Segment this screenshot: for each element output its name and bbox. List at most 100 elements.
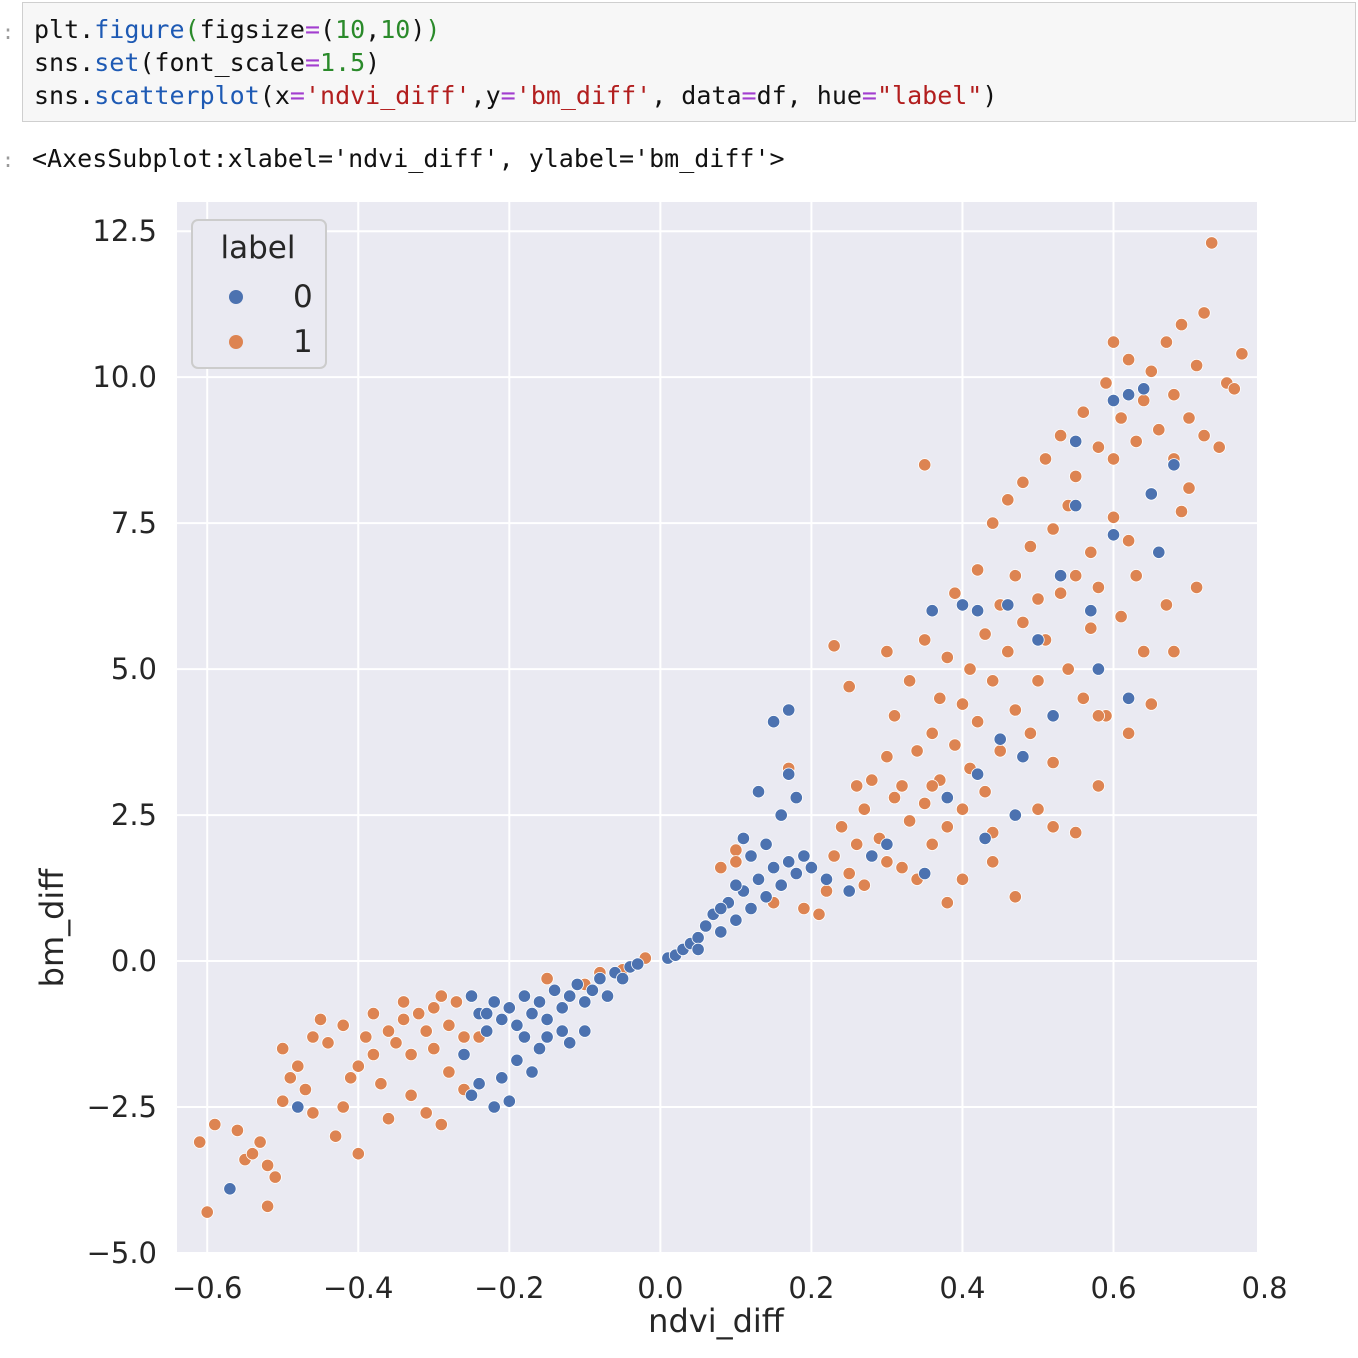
scatter-point-label-1 (857, 802, 871, 816)
scatter-point-label-0 (1122, 388, 1136, 402)
legend-box (191, 219, 327, 369)
scatter-point-label-1 (842, 866, 856, 881)
scatter-point-label-1 (449, 995, 463, 1009)
scatter-point-label-0 (525, 1065, 539, 1079)
code-token: ) (365, 48, 381, 77)
scatter-point-label-0 (464, 1088, 479, 1102)
scatter-point-label-0 (1046, 709, 1060, 723)
series-0-points (223, 382, 1181, 1196)
scatter-point-label-1 (925, 726, 939, 740)
x-tick-label: 0.8 (1241, 1271, 1287, 1305)
scatter-point-label-0 (585, 983, 600, 997)
scatter-point-label-0 (578, 1024, 592, 1038)
scatter-point-label-1 (1197, 306, 1211, 320)
scatter-point-label-1 (1061, 662, 1075, 676)
scatter-point-label-1 (1159, 598, 1174, 612)
scatter-point-label-1 (1069, 569, 1083, 583)
code-token: = (304, 48, 321, 77)
scatter-point-label-1 (1069, 825, 1083, 840)
scatter-point-label-1 (336, 1100, 350, 1114)
scatter-point-label-0 (472, 1077, 486, 1091)
scatter-point-label-1 (442, 1065, 456, 1079)
scatter-point-label-0 (1167, 458, 1181, 472)
code-token: (font_scale (139, 48, 305, 77)
scatter-point-label-1 (986, 516, 1000, 530)
scatter-point-label-0 (774, 808, 788, 822)
scatter-point-label-0 (502, 1001, 516, 1015)
code-token: 'bm_diff' (515, 81, 652, 110)
scatter-point-label-1 (276, 1041, 290, 1056)
scatter-point-label-1 (419, 1024, 433, 1038)
code-token: figsize (199, 15, 305, 44)
scatter-point-label-0 (570, 977, 584, 992)
legend-label-0: 0 (293, 279, 313, 315)
scatter-point-label-1 (1046, 755, 1060, 770)
legend: label 0 1 (191, 219, 327, 369)
scatter-point-label-0 (1054, 569, 1068, 583)
scatter-point-label-1 (948, 586, 962, 600)
scatter-point-label-1 (918, 796, 932, 811)
scatter-point-label-1 (970, 715, 985, 729)
code-token: 10 (380, 15, 411, 44)
scatter-point-label-1 (1167, 388, 1181, 402)
scatter-point-label-0 (1137, 382, 1151, 396)
scatter-point-label-1 (404, 1047, 418, 1062)
scatter-point-label-1 (797, 901, 811, 916)
y-tick-label: 2.5 (111, 798, 157, 832)
legend-title: label (221, 230, 296, 266)
scatter-point-label-0 (510, 1018, 524, 1032)
scatter-point-label-0 (555, 1024, 569, 1038)
scatter-point-label-1 (1182, 411, 1196, 425)
scatter-point-label-1 (442, 1018, 456, 1032)
scatter-point-label-1 (1008, 703, 1022, 717)
scatter-point-label-1 (955, 697, 970, 711)
scatter-point-label-0 (593, 971, 607, 986)
code-token: , data (651, 81, 742, 110)
scatter-point-label-1 (857, 878, 871, 892)
code-line-3: sns.scatterplot(x='ndvi_diff',y='bm_diff… (34, 81, 997, 111)
code-cell[interactable]: plt.figure(figsize=(10,10)) sns.set(font… (22, 2, 1356, 122)
scatter-point-label-1 (434, 1117, 448, 1132)
scatter-point-label-0 (547, 983, 562, 997)
scatter-point-label-0 (819, 872, 834, 886)
scatter-point-label-0 (970, 604, 985, 618)
scatter-point-label-0 (532, 995, 547, 1009)
scatter-point-label-0 (759, 837, 773, 851)
code-token: set (94, 48, 140, 77)
scatter-point-label-1 (986, 674, 1000, 688)
scatter-point-label-0 (744, 849, 758, 863)
scatter-point-label-0 (782, 855, 796, 869)
scatter-point-label-1 (260, 1158, 275, 1173)
scatter-point-label-0 (223, 1182, 237, 1196)
scatter-point-label-0 (563, 1036, 577, 1050)
scatter-point-label-0 (925, 604, 939, 618)
code-token: , (365, 15, 381, 44)
scatter-point-label-1 (918, 458, 932, 472)
scatter-point-label-0 (699, 919, 713, 933)
scatter-point-label-0 (880, 837, 894, 851)
scatter-point-label-1 (850, 779, 864, 793)
scatter-point-label-1 (1159, 335, 1174, 349)
cell-output-text: <AxesSubplot:xlabel='ndvi_diff', ylabel=… (32, 144, 785, 173)
scatter-point-label-0 (774, 878, 788, 892)
scatter-point-label-1 (978, 627, 992, 641)
scatter-point-label-1 (1129, 569, 1143, 583)
scatter-point-label-1 (1106, 452, 1121, 466)
scatter-point-label-1 (910, 744, 924, 758)
y-tick-labels: −5.0 −2.5 0.0 2.5 5.0 7.5 10.0 12.5 (87, 214, 157, 1270)
y-tick-label: 5.0 (111, 652, 157, 686)
scatter-point-label-1 (1182, 481, 1196, 495)
scatter-point-label-1 (260, 1199, 275, 1213)
legend-marker-1 (229, 335, 243, 349)
code-token: ( (184, 15, 200, 44)
y-tick-label: 10.0 (92, 360, 157, 394)
scatter-point-label-1 (1084, 545, 1098, 559)
scatter-point-label-0 (480, 1024, 494, 1038)
scatter-point-label-1 (268, 1170, 282, 1184)
scatter-point-label-0 (865, 849, 879, 863)
scatter-point-label-1 (313, 1012, 328, 1027)
scatter-point-label-0 (759, 890, 773, 904)
scatter-point-label-0 (502, 1094, 516, 1108)
code-token: ( (320, 15, 336, 44)
scatter-point-label-1 (1054, 429, 1068, 443)
